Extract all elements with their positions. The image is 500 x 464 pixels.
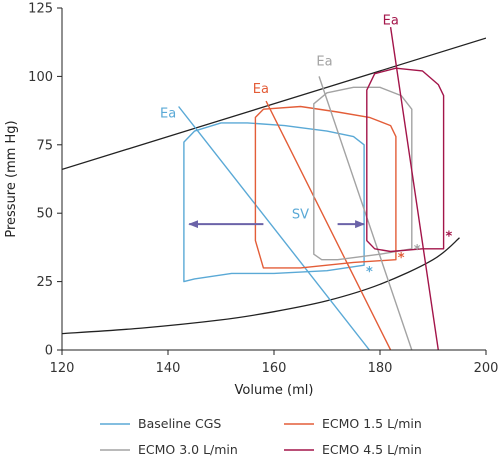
ea-line-2 bbox=[318, 76, 413, 350]
y-tick-label: 25 bbox=[36, 275, 53, 290]
ees-star-3: * bbox=[445, 229, 452, 244]
legend-label-1: ECMO 1.5 L/min bbox=[322, 416, 422, 431]
legend-label-2: ECMO 3.0 L/min bbox=[138, 442, 238, 457]
pv-loop-2 bbox=[313, 86, 413, 261]
ea-label-0: Ea bbox=[160, 106, 176, 121]
ees-star-0: * bbox=[366, 265, 373, 280]
legend: Baseline CGS ECMO 1.5 L/min ECMO 3.0 L/min… bbox=[100, 416, 422, 457]
edpvr-curve bbox=[62, 237, 460, 335]
ea-line-1 bbox=[265, 100, 392, 350]
plot-layer: Ea * Ea * Ea * Ea * SV bbox=[62, 13, 486, 350]
y-tick-label: 125 bbox=[28, 2, 53, 17]
sv-label: SV bbox=[292, 208, 309, 223]
ea-label-3: Ea bbox=[383, 13, 399, 28]
ea-label-2: Ea bbox=[316, 54, 332, 69]
ea-line-3 bbox=[389, 27, 439, 350]
legend-label-3: ECMO 4.5 L/min bbox=[322, 442, 422, 457]
ees-star-1: * bbox=[398, 251, 405, 266]
x-axis-title: Volume (ml) bbox=[235, 383, 314, 398]
legend-label-0: Baseline CGS bbox=[138, 416, 221, 431]
x-tick-label: 140 bbox=[156, 361, 181, 376]
x-tick-label: 160 bbox=[262, 361, 287, 376]
axes-layer: 120 140 160 180 200 0 25 50 75 100 125 Volume (ml) P… bbox=[4, 2, 498, 399]
y-axis-title: Pressure (mm Hg) bbox=[4, 120, 19, 237]
pv-loop-3 bbox=[366, 67, 445, 253]
y-tick-label: 0 bbox=[45, 344, 53, 359]
x-tick-label: 120 bbox=[50, 361, 75, 376]
pv-loop-0 bbox=[183, 122, 365, 283]
ees-star-2: * bbox=[414, 243, 421, 258]
y-tick-label: 75 bbox=[36, 138, 53, 153]
espvr-line bbox=[62, 37, 486, 171]
x-tick-label: 200 bbox=[474, 361, 499, 376]
plot-clip-group bbox=[62, 27, 486, 350]
ea-line-0 bbox=[178, 106, 370, 350]
y-tick-label: 100 bbox=[28, 70, 53, 85]
ea-label-1: Ea bbox=[253, 82, 269, 97]
y-tick-label: 50 bbox=[36, 207, 53, 222]
x-tick-label: 180 bbox=[368, 361, 393, 376]
pv-loop-1 bbox=[254, 105, 397, 269]
